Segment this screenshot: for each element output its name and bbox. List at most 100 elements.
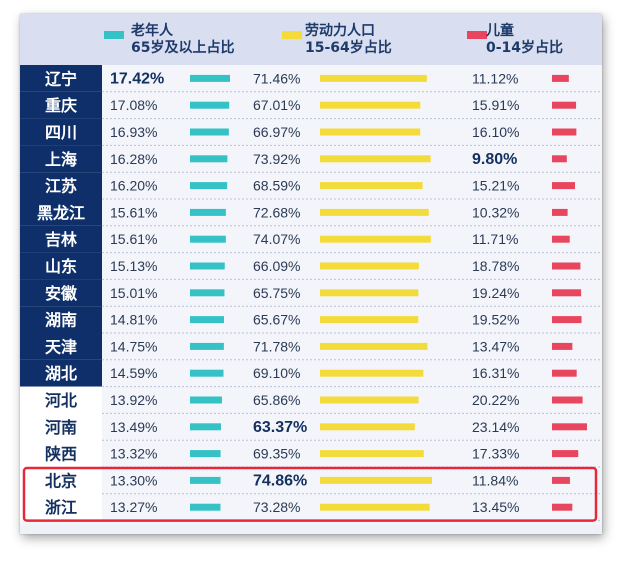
province-label: 重庆 [45, 96, 77, 115]
elderly-bar [190, 423, 221, 431]
elderly-value-label: 13.27% [110, 499, 157, 515]
children-bar [552, 155, 567, 163]
legend-subtitle-elderly: 65岁及以上占比 [131, 39, 234, 56]
province-cell [20, 145, 102, 173]
elderly-value-label: 16.28% [110, 151, 157, 167]
children-value-label: 16.31% [472, 365, 519, 381]
elderly-value-label: 17.42% [110, 70, 164, 87]
province-cell [20, 306, 102, 333]
children-value-label: 19.52% [472, 312, 519, 328]
labor-value-label: 65.67% [253, 312, 300, 328]
children-value-label: 10.32% [472, 204, 519, 220]
labor-value-label: 74.07% [253, 231, 300, 247]
elderly-value-label: 15.13% [110, 258, 157, 274]
elderly-bar [190, 476, 221, 484]
legend-subtitle-labor: 15-64岁占比 [305, 39, 392, 56]
legend-swatch-elderly [104, 31, 124, 39]
children-bar [552, 182, 576, 190]
labor-value-label: 71.46% [253, 70, 300, 86]
labor-bar [320, 235, 431, 243]
province-label: 河北 [45, 391, 77, 410]
province-cell [20, 413, 102, 441]
children-bar [552, 289, 582, 297]
province-label: 黑龙江 [37, 203, 85, 222]
children-value-label: 20.22% [472, 392, 519, 408]
elderly-value-label: 16.20% [110, 178, 157, 194]
province-cell [20, 91, 102, 119]
labor-value-label: 69.10% [253, 365, 300, 381]
labor-bar [320, 423, 415, 431]
elderly-bar [190, 289, 225, 297]
elderly-value-label: 14.81% [110, 312, 157, 328]
children-value-label: 11.71% [472, 231, 518, 247]
province-cell [20, 386, 102, 414]
province-label: 吉林 [45, 230, 77, 249]
children-bar [552, 423, 587, 431]
legend-swatch-children [467, 31, 487, 39]
labor-value-label: 71.78% [253, 338, 300, 354]
legend-title-labor: 劳动力人口 [305, 22, 375, 39]
province-label: 上海 [45, 150, 77, 169]
children-value-label: 13.45% [472, 499, 519, 515]
labor-bar [320, 476, 432, 484]
children-value-label: 15.21% [472, 178, 519, 194]
children-value-label: 13.47% [472, 338, 519, 354]
elderly-bar [190, 316, 225, 324]
children-value-label: 11.84% [472, 472, 518, 488]
province-label: 湖北 [45, 364, 77, 383]
elderly-bar [190, 101, 230, 109]
children-bar [552, 503, 573, 511]
labor-bar [320, 369, 424, 377]
elderly-value-label: 17.08% [110, 97, 157, 113]
children-bar [552, 316, 582, 324]
province-cell [20, 467, 102, 494]
province-label: 北京 [45, 471, 77, 490]
province-cell [20, 225, 102, 253]
province-label: 浙江 [45, 498, 77, 517]
elderly-bar [190, 396, 222, 404]
labor-bar [320, 155, 431, 163]
children-value-label: 19.24% [472, 285, 519, 301]
elderly-value-label: 14.75% [110, 338, 157, 354]
province-label: 陕西 [45, 445, 77, 464]
elderly-bar [190, 74, 230, 82]
elderly-bar [190, 128, 229, 136]
children-bar [552, 101, 577, 109]
children-value-label: 17.33% [472, 446, 519, 462]
children-bar [552, 262, 581, 270]
elderly-bar [190, 235, 226, 243]
labor-bar [320, 450, 424, 458]
children-bar [552, 396, 583, 404]
labor-bar [320, 182, 423, 190]
labor-value-label: 69.35% [253, 446, 300, 462]
elderly-value-label: 15.61% [110, 231, 157, 247]
province-cell [20, 440, 102, 467]
province-label: 辽宁 [45, 69, 77, 88]
labor-value-label: 72.68% [253, 204, 300, 220]
children-bar [552, 208, 568, 216]
legend-title-elderly: 老年人 [131, 22, 174, 39]
labor-bar [320, 289, 419, 297]
table-body [20, 65, 602, 525]
children-bar [552, 450, 579, 458]
elderly-bar [190, 155, 228, 163]
province-label: 湖南 [45, 311, 77, 330]
province-cell [20, 199, 102, 226]
labor-value-label: 74.86% [253, 472, 307, 489]
province-cell [20, 65, 102, 92]
children-value-label: 16.10% [472, 124, 519, 140]
elderly-value-label: 16.93% [110, 124, 157, 140]
elderly-bar [190, 208, 226, 216]
labor-value-label: 63.37% [253, 419, 307, 436]
elderly-value-label: 13.92% [110, 392, 157, 408]
labor-bar [320, 316, 419, 324]
province-cell [20, 118, 102, 146]
labor-bar [320, 503, 430, 511]
elderly-bar [190, 503, 221, 511]
children-value-label: 23.14% [472, 419, 519, 435]
children-value-label: 15.91% [472, 97, 519, 113]
elderly-value-label: 13.32% [110, 446, 157, 462]
header-band [20, 14, 602, 65]
children-bar [552, 342, 573, 350]
